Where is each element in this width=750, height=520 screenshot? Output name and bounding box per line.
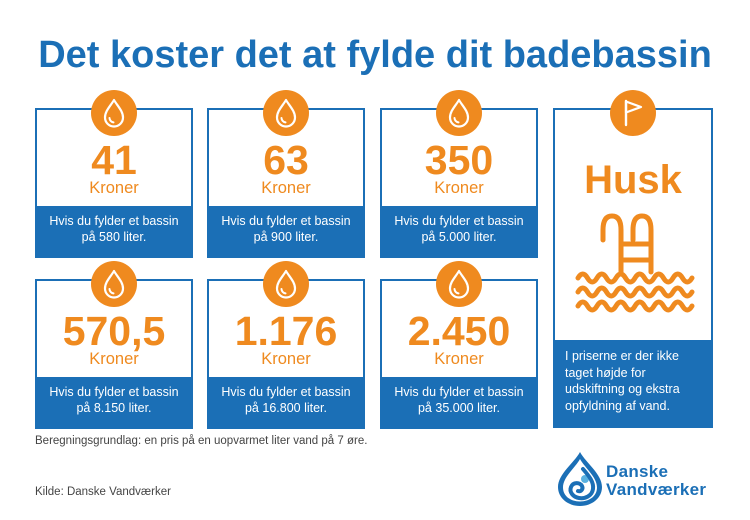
icon-badge <box>263 90 309 136</box>
description-line: på 35.000 liter. <box>417 401 500 415</box>
price-description: Hvis du fylder et bassin på 8.150 liter. <box>37 377 191 427</box>
price-card: 63 Kroner Hvis du fylder et bassin på 90… <box>207 90 365 258</box>
water-drop-icon <box>91 261 137 307</box>
water-drop-icon <box>436 261 482 307</box>
price-unit: Kroner <box>434 350 484 368</box>
description-line: på 16.800 liter. <box>244 401 327 415</box>
reminder-line: opfyldning af vand. <box>565 398 670 413</box>
icon-badge <box>263 261 309 307</box>
source-note: Kilde: Danske Vandværker <box>35 486 171 498</box>
reminder-line: taget højde for <box>565 365 646 380</box>
price-amount: 350 <box>424 137 494 183</box>
reminder-heading: Husk <box>584 158 682 202</box>
price-card: 1.176 Kroner Hvis du fylder et bassin på… <box>207 261 365 429</box>
pool-ladder-icon <box>575 213 695 313</box>
price-unit: Kroner <box>261 350 311 368</box>
price-amount: 2.450 <box>407 308 511 354</box>
description-line: Hvis du fylder et bassin <box>394 214 524 228</box>
logo-line: Danske <box>606 462 669 481</box>
logo-line: Vandværker <box>606 480 707 499</box>
price-description: Hvis du fylder et bassin på 16.800 liter… <box>209 377 363 427</box>
logo-wordmark: Danske Vandværker <box>606 463 706 499</box>
water-drop-icon <box>436 90 482 136</box>
flag-icon <box>610 90 656 136</box>
reminder-line: I priserne er der ikke <box>565 349 679 363</box>
description-line: Hvis du fylder et bassin <box>49 385 179 399</box>
water-drop-icon <box>263 90 309 136</box>
reminder-line: udskiftning og ekstra <box>565 382 680 396</box>
price-card: 570,5 Kroner Hvis du fylder et bassin på… <box>35 261 193 429</box>
icon-badge <box>91 90 137 136</box>
infographic-title: Det koster det at fylde dit badebassin <box>38 34 712 76</box>
price-card: 350 Kroner Hvis du fylder et bassin på 5… <box>380 90 538 258</box>
description-line: på 900 liter. <box>253 230 319 244</box>
description-line: på 5.000 liter. <box>421 230 497 244</box>
price-unit: Kroner <box>89 350 139 368</box>
description-line: på 580 liter. <box>81 230 147 244</box>
price-amount: 570,5 <box>62 308 166 354</box>
danske-vandvaerker-logo-icon <box>558 452 602 506</box>
description-line: Hvis du fylder et bassin <box>49 214 179 228</box>
calculation-note: Beregningsgrundlag: en pris på en uopvar… <box>35 435 368 447</box>
price-unit: Kroner <box>89 179 139 197</box>
icon-badge <box>436 90 482 136</box>
price-description: Hvis du fylder et bassin på 35.000 liter… <box>382 377 536 427</box>
icon-badge <box>91 261 137 307</box>
icon-badge <box>610 90 656 136</box>
icon-badge <box>436 261 482 307</box>
price-card: 2.450 Kroner Hvis du fylder et bassin på… <box>380 261 538 429</box>
water-drop-icon <box>263 261 309 307</box>
reminder-text: I priserne er der ikke taget højde for u… <box>555 340 711 426</box>
description-line: på 8.150 liter. <box>76 401 152 415</box>
price-amount: 41 <box>91 137 137 183</box>
price-description: Hvis du fylder et bassin på 5.000 liter. <box>382 206 536 256</box>
price-description: Hvis du fylder et bassin på 900 liter. <box>209 206 363 256</box>
description-line: Hvis du fylder et bassin <box>221 385 351 399</box>
water-drop-icon <box>91 90 137 136</box>
price-amount: 63 <box>263 137 309 183</box>
price-description: Hvis du fylder et bassin på 580 liter. <box>37 206 191 256</box>
description-line: Hvis du fylder et bassin <box>221 214 351 228</box>
reminder-card: Husk I priserne er der ikke taget højde … <box>553 90 713 428</box>
description-line: Hvis du fylder et bassin <box>394 385 524 399</box>
price-unit: Kroner <box>261 179 311 197</box>
price-unit: Kroner <box>434 179 484 197</box>
price-card: 41 Kroner Hvis du fylder et bassin på 58… <box>35 90 193 258</box>
price-amount: 1.176 <box>234 308 338 354</box>
